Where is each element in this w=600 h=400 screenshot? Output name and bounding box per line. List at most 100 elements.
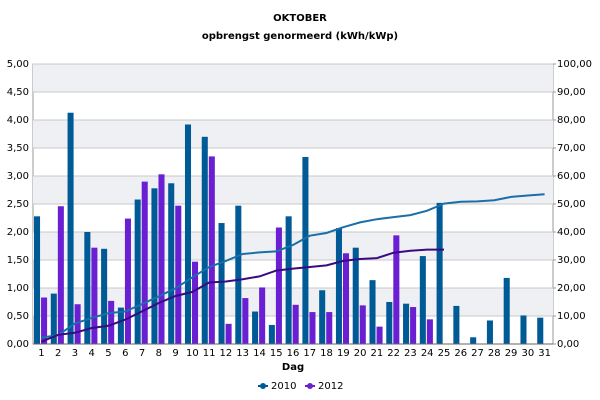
- bar: [359, 305, 366, 344]
- bar: [225, 323, 232, 344]
- x-tick-label: 13: [236, 348, 249, 359]
- x-tick-label: 19: [337, 348, 350, 359]
- legend-marker: [307, 383, 313, 389]
- y2-tick-label: 80,00: [557, 115, 586, 126]
- y-tick-label: 0,00: [7, 339, 29, 350]
- x-tick-label: 23: [404, 348, 417, 359]
- x-tick-label: 3: [72, 348, 78, 359]
- bar: [67, 112, 74, 344]
- bar: [41, 297, 48, 344]
- bar: [486, 320, 493, 344]
- bar: [453, 305, 460, 344]
- y2-tick-label: 60,00: [557, 171, 586, 182]
- x-tick-label: 20: [354, 348, 367, 359]
- chart-subtitle: opbrengst genormeerd (kWh/kWp): [202, 31, 398, 42]
- bar: [376, 326, 383, 344]
- bar: [335, 228, 342, 344]
- bar: [259, 287, 266, 344]
- y2-tick-label: 20,00: [557, 283, 586, 294]
- y-tick-label: 1,50: [7, 255, 29, 266]
- bar: [393, 235, 400, 344]
- bar: [124, 218, 131, 344]
- bar: [235, 205, 242, 344]
- bar: [134, 199, 141, 344]
- bar: [369, 280, 376, 344]
- line: [41, 193, 545, 339]
- x-tick-label: 18: [320, 348, 333, 359]
- y2-tick-label: 90,00: [557, 87, 586, 98]
- x-tick-label: 4: [89, 348, 95, 359]
- x-tick-label: 14: [253, 348, 266, 359]
- bar: [470, 337, 477, 344]
- y-tick-label: 4,50: [7, 87, 29, 98]
- bar: [151, 188, 158, 344]
- plot-band: [33, 120, 553, 148]
- bar: [386, 302, 393, 344]
- x-tick-label: 8: [156, 348, 162, 359]
- x-tick-label: 21: [371, 348, 384, 359]
- bar: [319, 290, 326, 344]
- bar: [57, 206, 64, 344]
- x-tick-label: 26: [454, 348, 467, 359]
- y-tick-label: 0,50: [7, 311, 29, 322]
- bar: [436, 202, 443, 344]
- bar: [184, 124, 192, 344]
- bar: [168, 183, 175, 344]
- x-tick-label: 22: [387, 348, 400, 359]
- y-tick-label: 3,00: [7, 171, 29, 182]
- x-tick-label: 28: [488, 348, 501, 359]
- legend-label: 2010: [271, 381, 296, 392]
- bar: [520, 315, 527, 344]
- x-tick-label: 7: [139, 348, 145, 359]
- y-tick-label: 3,50: [7, 143, 29, 154]
- x-tick-label: 24: [421, 348, 434, 359]
- bar: [201, 136, 208, 344]
- bar: [208, 156, 215, 344]
- bar: [91, 247, 98, 344]
- bar: [108, 300, 115, 344]
- bar: [242, 298, 249, 344]
- x-tick-label: 2: [55, 348, 61, 359]
- legend-label: 2012: [318, 381, 343, 392]
- y2-tick-label: 10,00: [557, 311, 586, 322]
- bar: [537, 317, 544, 344]
- x-tick-label: 11: [203, 348, 216, 359]
- x-tick-label: 29: [505, 348, 518, 359]
- bar: [141, 181, 148, 344]
- y-tick-label: 5,00: [7, 59, 29, 70]
- y-tick-label: 1,00: [7, 283, 29, 294]
- bar: [50, 293, 57, 344]
- bar: [403, 303, 410, 344]
- x-axis-label: Dag: [282, 362, 304, 373]
- bar: [192, 261, 199, 344]
- x-tick-label: 27: [471, 348, 484, 359]
- y-tick-label: 2,50: [7, 199, 29, 210]
- bar: [419, 256, 426, 344]
- x-tick-label: 16: [287, 348, 300, 359]
- y-tick-label: 4,00: [7, 115, 29, 126]
- y-tick-label: 2,00: [7, 227, 29, 238]
- y2-tick-label: 70,00: [557, 143, 586, 154]
- y2-tick-label: 30,00: [557, 255, 586, 266]
- bar: [503, 277, 510, 344]
- bar: [426, 319, 433, 344]
- y2-tick-label: 0,00: [557, 339, 579, 350]
- x-tick-label: 1: [38, 348, 44, 359]
- bar: [352, 247, 359, 344]
- bar: [326, 312, 333, 344]
- bar: [275, 227, 282, 344]
- x-tick-label: 15: [270, 348, 283, 359]
- legend-marker: [260, 383, 266, 389]
- bar: [175, 205, 182, 344]
- bar: [74, 304, 81, 344]
- bar: [117, 307, 124, 344]
- bar: [252, 311, 259, 344]
- x-tick-label: 5: [105, 348, 111, 359]
- y2-tick-label: 100,00: [557, 59, 592, 70]
- x-tick-label: 12: [220, 348, 233, 359]
- x-tick-label: 30: [521, 348, 534, 359]
- y2-tick-label: 40,00: [557, 227, 586, 238]
- bar: [268, 324, 275, 344]
- line: [41, 248, 444, 343]
